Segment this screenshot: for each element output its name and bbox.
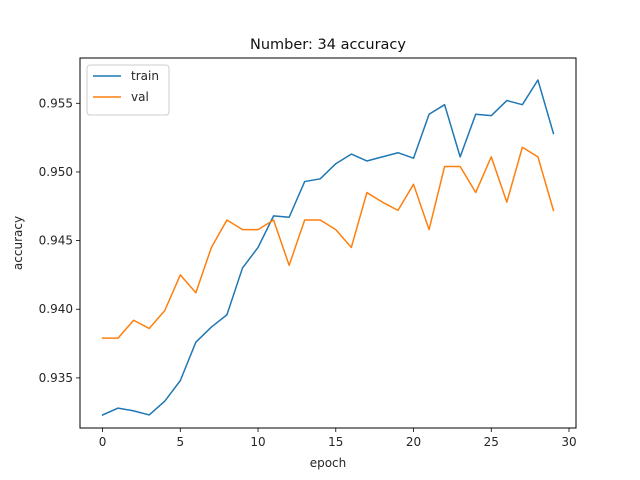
legend-box [86, 64, 170, 116]
y-tick-label: 0.950 [39, 165, 73, 179]
legend-label-val: val [131, 90, 149, 104]
series-line-val [101, 146, 555, 339]
x-tick-label: 5 [176, 435, 184, 449]
y-tick-label: 0.945 [39, 234, 73, 248]
legend-label-train: train [131, 69, 159, 83]
chart-title: Number: 34 accuracy [250, 37, 406, 53]
x-tick-label: 20 [406, 435, 421, 449]
plot-frame [79, 57, 577, 429]
x-axis-label: epoch [310, 456, 347, 470]
x-tick-label: 30 [561, 435, 576, 449]
y-tick-label: 0.940 [39, 302, 73, 316]
x-tick-label: 10 [250, 435, 265, 449]
y-tick-label: 0.955 [39, 96, 73, 110]
y-axis-label: accuracy [11, 216, 25, 270]
legend: train val [86, 64, 170, 116]
x-tick-label: 15 [328, 435, 343, 449]
y-tick-label: 0.935 [39, 371, 73, 385]
x-tick-label: 0 [99, 435, 107, 449]
x-tick-label: 25 [484, 435, 499, 449]
series-line-train [101, 79, 555, 416]
